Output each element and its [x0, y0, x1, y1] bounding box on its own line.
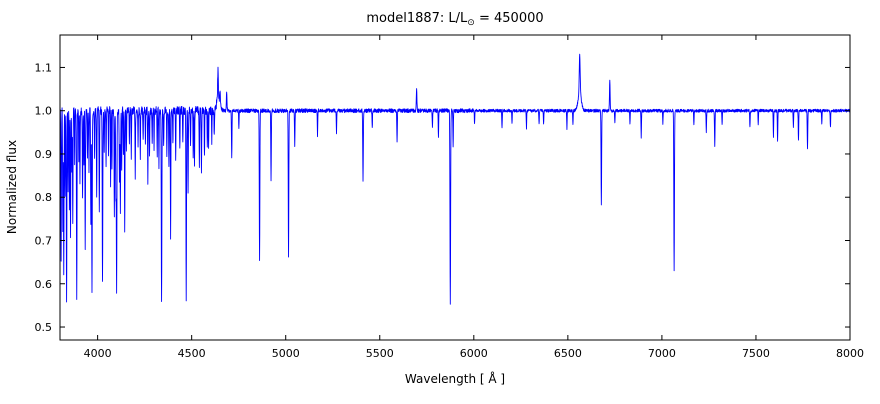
x-tick-label: 7000	[648, 347, 676, 360]
x-tick-label: 6000	[460, 347, 488, 360]
y-tick-label: 0.9	[35, 148, 53, 161]
x-tick-label: 4000	[84, 347, 112, 360]
y-tick-label: 1.0	[35, 105, 53, 118]
x-tick-label: 6500	[554, 347, 582, 360]
plot-title: model1887: L/L⊙ = 450000	[366, 11, 543, 28]
y-axis-label: Normalized flux	[5, 140, 19, 234]
plot-content: 4000 4500 5000 5500 6000 6500 7000 7500 8000 0.5 0…	[35, 34, 864, 360]
x-tick-label: 7500	[742, 347, 770, 360]
y-tick-label: 1.1	[35, 61, 53, 74]
y-tick-label: 0.6	[35, 278, 53, 291]
x-axis-label: Wavelength [ Å ]	[405, 371, 505, 386]
x-tick-label: 5500	[366, 347, 394, 360]
title-suffix: = 450000	[475, 11, 544, 26]
title-prefix: model1887: L/L	[366, 11, 468, 26]
y-tick-label: 0.5	[35, 321, 53, 334]
x-tick-label: 5000	[272, 347, 300, 360]
sun-symbol-icon: ⊙	[467, 18, 475, 28]
x-tick-label: 8000	[836, 347, 864, 360]
y-tick-label: 0.8	[35, 191, 53, 204]
axes-frame	[59, 34, 851, 341]
x-tick-label: 4500	[178, 347, 206, 360]
y-tick-label: 0.7	[35, 234, 53, 247]
spectrum-line	[59, 53, 851, 305]
